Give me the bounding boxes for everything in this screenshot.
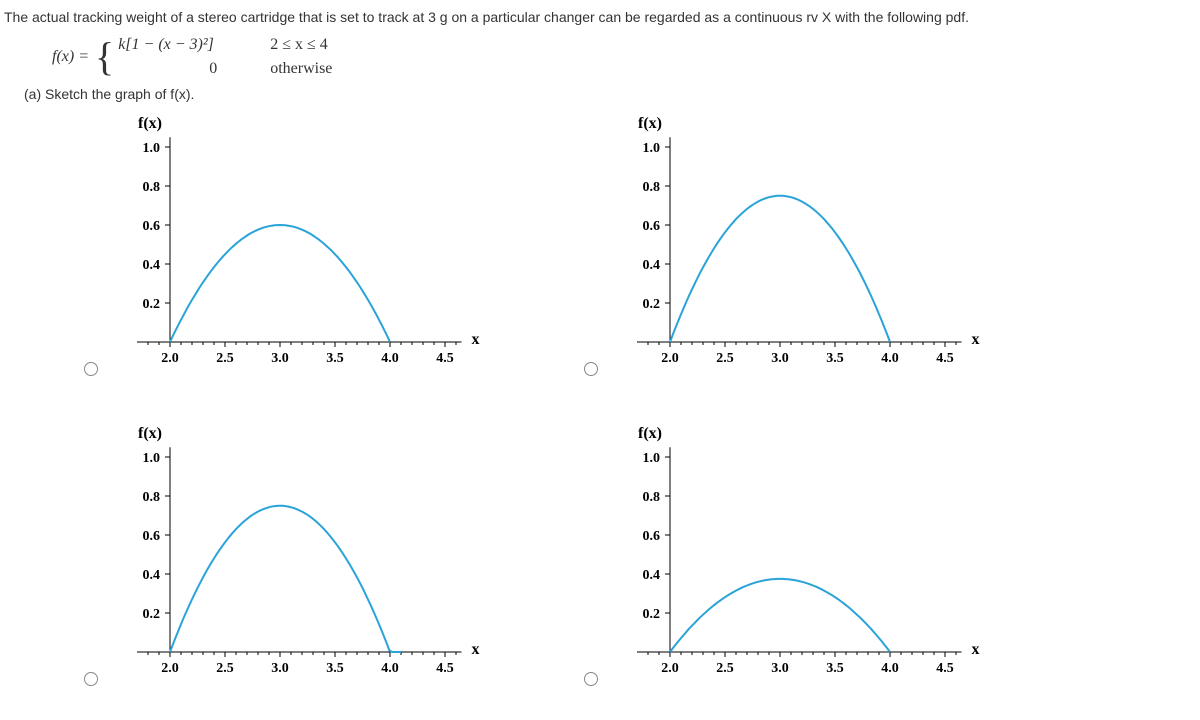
pdf-case1-expr: k[1 − (x − 3)²] bbox=[118, 36, 258, 54]
radio-option-c[interactable] bbox=[84, 672, 98, 686]
svg-text:0.2: 0.2 bbox=[143, 607, 161, 622]
svg-text:2.0: 2.0 bbox=[661, 661, 679, 676]
svg-text:3.0: 3.0 bbox=[271, 661, 289, 676]
svg-text:0.6: 0.6 bbox=[143, 529, 161, 544]
svg-text:0.4: 0.4 bbox=[643, 568, 661, 583]
svg-text:0.4: 0.4 bbox=[143, 258, 161, 273]
pdf-case2-cond: otherwise bbox=[270, 60, 332, 78]
svg-text:f(x): f(x) bbox=[138, 115, 162, 132]
svg-text:2.5: 2.5 bbox=[716, 661, 734, 676]
chart-option-d: f(x) 0.2 0.4 0.6 0.8 1.0 2.0 2.5 3.0 3.5 4.0 4.5 x bbox=[584, 422, 1064, 712]
pdf-case1-cond: 2 ≤ x ≤ 4 bbox=[270, 36, 328, 54]
svg-text:0.8: 0.8 bbox=[143, 180, 161, 195]
svg-text:2.0: 2.0 bbox=[161, 661, 179, 676]
svg-text:0.2: 0.2 bbox=[643, 607, 661, 622]
svg-text:0.6: 0.6 bbox=[643, 219, 661, 234]
svg-text:2.5: 2.5 bbox=[716, 351, 734, 366]
svg-text:0.8: 0.8 bbox=[643, 180, 661, 195]
svg-text:0.2: 0.2 bbox=[643, 297, 661, 312]
svg-text:f(x): f(x) bbox=[638, 425, 662, 442]
svg-text:4.0: 4.0 bbox=[881, 351, 899, 366]
svg-text:4.5: 4.5 bbox=[936, 351, 954, 366]
svg-text:3.0: 3.0 bbox=[771, 351, 789, 366]
svg-text:4.0: 4.0 bbox=[381, 351, 399, 366]
svg-text:1.0: 1.0 bbox=[143, 451, 161, 466]
svg-text:x: x bbox=[472, 331, 480, 348]
brace: { bbox=[95, 39, 114, 75]
svg-text:0.6: 0.6 bbox=[143, 219, 161, 234]
pdf-lhs: f(x) = bbox=[52, 48, 89, 66]
svg-text:0.6: 0.6 bbox=[643, 529, 661, 544]
chart-option-b: f(x) 0.2 0.4 0.6 0.8 1.0 2.0 2.5 3.0 3.5 4.0 4.5 x bbox=[584, 112, 1064, 402]
chart-a: f(x) 0.2 0.4 0.6 0.8 1.0 2.0 2.5 3.0 3.5 4.0 4.5 x bbox=[110, 112, 530, 382]
chart-c: f(x) 0.2 0.4 0.6 0.8 1.0 2.0 2.5 3.0 3.5 4.0 4.5 x bbox=[110, 422, 530, 692]
svg-text:3.0: 3.0 bbox=[771, 661, 789, 676]
chart-option-c: f(x) 0.2 0.4 0.6 0.8 1.0 2.0 2.5 3.0 3.5 4.0 4.5 x bbox=[84, 422, 564, 712]
svg-text:2.5: 2.5 bbox=[216, 351, 234, 366]
svg-text:0.8: 0.8 bbox=[643, 490, 661, 505]
radio-option-d[interactable] bbox=[584, 672, 598, 686]
svg-text:2.5: 2.5 bbox=[216, 661, 234, 676]
svg-text:f(x): f(x) bbox=[138, 425, 162, 442]
radio-option-a[interactable] bbox=[84, 362, 98, 376]
pdf-case2-expr: 0 bbox=[118, 60, 258, 78]
chart-grid: f(x) 0.2 0.4 0.6 0.8 1.0 2.0 2.5 3.0 3.5 4.0 4.5 x f… bbox=[84, 112, 1196, 712]
chart-b: f(x) 0.2 0.4 0.6 0.8 1.0 2.0 2.5 3.0 3.5 4.0 4.5 x bbox=[610, 112, 1030, 382]
pdf-definition: f(x) = { k[1 − (x − 3)²] 2 ≤ x ≤ 4 0 oth… bbox=[52, 36, 1196, 78]
radio-option-b[interactable] bbox=[584, 362, 598, 376]
svg-text:3.5: 3.5 bbox=[826, 661, 844, 676]
svg-text:0.2: 0.2 bbox=[143, 297, 161, 312]
svg-text:3.5: 3.5 bbox=[326, 661, 344, 676]
chart-option-a: f(x) 0.2 0.4 0.6 0.8 1.0 2.0 2.5 3.0 3.5 4.0 4.5 x bbox=[84, 112, 564, 402]
svg-text:1.0: 1.0 bbox=[643, 141, 661, 156]
svg-text:4.0: 4.0 bbox=[381, 661, 399, 676]
svg-text:f(x): f(x) bbox=[638, 115, 662, 132]
svg-text:x: x bbox=[972, 331, 980, 348]
svg-text:1.0: 1.0 bbox=[643, 451, 661, 466]
svg-text:x: x bbox=[472, 641, 480, 658]
chart-d: f(x) 0.2 0.4 0.6 0.8 1.0 2.0 2.5 3.0 3.5 4.0 4.5 x bbox=[610, 422, 1030, 692]
svg-text:x: x bbox=[972, 641, 980, 658]
svg-text:3.5: 3.5 bbox=[826, 351, 844, 366]
question-text: The actual tracking weight of a stereo c… bbox=[4, 8, 1196, 28]
svg-text:4.5: 4.5 bbox=[436, 661, 454, 676]
part-a-label: (a) Sketch the graph of f(x). bbox=[24, 86, 1196, 102]
svg-text:3.5: 3.5 bbox=[326, 351, 344, 366]
svg-text:0.4: 0.4 bbox=[143, 568, 161, 583]
svg-text:2.0: 2.0 bbox=[161, 351, 179, 366]
svg-text:0.8: 0.8 bbox=[143, 490, 161, 505]
svg-text:2.0: 2.0 bbox=[661, 351, 679, 366]
svg-text:3.0: 3.0 bbox=[271, 351, 289, 366]
svg-text:4.5: 4.5 bbox=[436, 351, 454, 366]
svg-text:4.5: 4.5 bbox=[936, 661, 954, 676]
svg-text:0.4: 0.4 bbox=[643, 258, 661, 273]
svg-text:4.0: 4.0 bbox=[881, 661, 899, 676]
svg-text:1.0: 1.0 bbox=[143, 141, 161, 156]
